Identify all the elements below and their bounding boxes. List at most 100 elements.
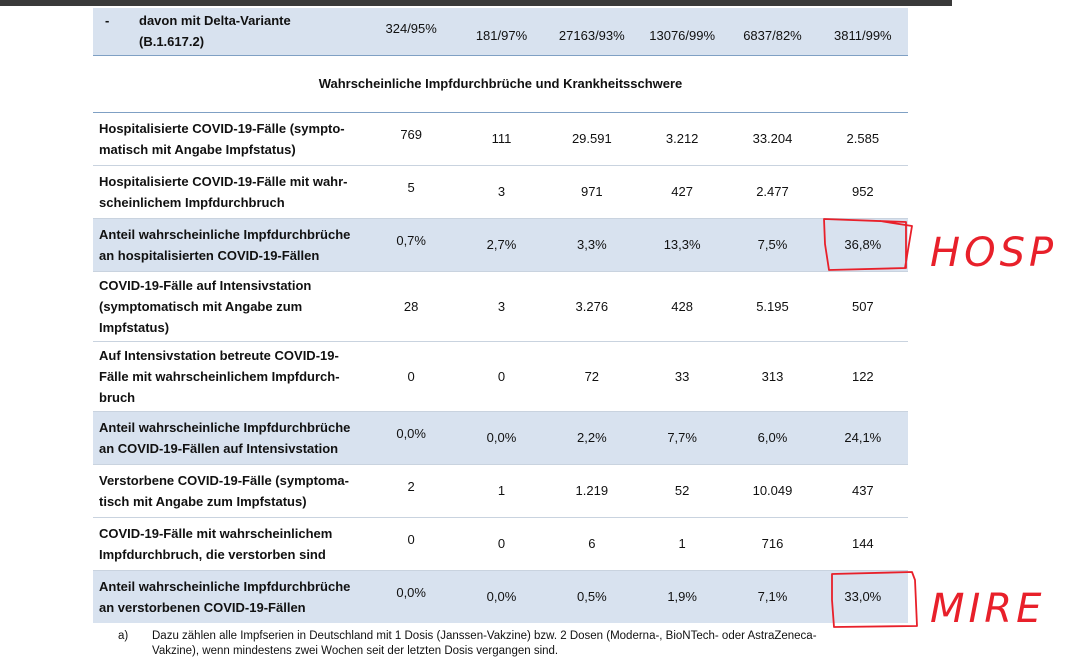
hosp-handwriting-text: HOSP xyxy=(930,230,1057,276)
cell-value: 33 xyxy=(636,340,728,411)
cell-value: 0,0% xyxy=(366,410,457,464)
vaccine-breakthrough-table: - davon mit Delta-Variante (B.1.617.2) 32… xyxy=(93,8,908,623)
cell-value: 24,1% xyxy=(817,410,908,464)
row-label: COVID-19-Fälle mit wahrscheinlichem Impfd… xyxy=(93,516,366,570)
cell-value: 5 xyxy=(366,164,457,218)
row-label: Anteil wahrscheinliche Impfdurchbrüche an… xyxy=(93,217,366,271)
cell-value: 111 xyxy=(456,111,547,165)
row-label: Anteil wahrscheinliche Impfdurchbrüche an… xyxy=(93,569,366,623)
row-label: Anteil wahrscheinliche Impfdurchbrüche an… xyxy=(93,410,366,464)
footnote-line-2: Vakzine), wenn mindestens zwei Wochen se… xyxy=(152,645,559,657)
row-label-line: Impfstatus) xyxy=(99,319,170,335)
row-label-line: an COVID-19-Fällen auf Intensivstation xyxy=(99,440,339,456)
cell-value: 13,3% xyxy=(636,217,728,271)
cell-value: 1.219 xyxy=(546,463,637,517)
row-label-line: matisch mit Angabe Impfstatus) xyxy=(99,141,296,157)
cell-value: 29.591 xyxy=(546,111,637,165)
section-title: Wahrscheinliche Impfdurchbrüche und Kran… xyxy=(93,54,908,113)
row-label-line: Anteil wahrscheinliche Impfdurchbrüche xyxy=(99,419,351,435)
row-label-line: an hospitalisierten COVID-19-Fällen xyxy=(99,247,320,263)
row-label: Verstorbene COVID-19-Fälle (symptoma-tis… xyxy=(93,463,366,517)
row-label: Hospitalisierte COVID-19-Fälle (sympto-m… xyxy=(93,111,366,165)
row-label-line: Hospitalisierte COVID-19-Fälle (sympto- xyxy=(99,120,345,136)
cell-value: 716 xyxy=(727,516,818,570)
row-label-line: bruch xyxy=(99,389,136,405)
cell-value: 437 xyxy=(817,463,908,517)
cell-value: 122 xyxy=(817,340,908,411)
cell-value: 0,0% xyxy=(366,569,457,623)
row-label: COVID-19-Fälle auf Intensivstation (sympt… xyxy=(93,270,366,341)
cell-value: 0 xyxy=(366,516,457,570)
row-label: Hospitalisierte COVID-19-Fälle mit wahr-… xyxy=(93,164,366,218)
row-label-line: Verstorbene COVID-19-Fälle (symptoma- xyxy=(99,472,349,488)
cell-value: 2,7% xyxy=(456,217,547,271)
cell-value: 3 xyxy=(456,270,547,341)
cell-value: 0,0% xyxy=(456,569,547,623)
cell-value: 0,0% xyxy=(456,410,547,464)
cell-value: 7,1% xyxy=(727,569,818,623)
delta-value-4: 13076/99% xyxy=(636,8,728,55)
table-row: Hospitalisierte COVID-19-Fälle mit wahr-… xyxy=(93,164,908,218)
cell-value: 2.477 xyxy=(727,164,818,218)
delta-value-1: 324/95% xyxy=(366,8,457,55)
cell-value: 313 xyxy=(727,340,818,411)
hosp-handwriting: HOSP xyxy=(930,230,1057,276)
row-label-line: Fälle mit wahrscheinlichem Impfdurch- xyxy=(99,368,340,384)
window-top-bar xyxy=(0,0,952,6)
vaccine-breakthrough-table-container: - davon mit Delta-Variante (B.1.617.2) 32… xyxy=(93,8,908,623)
row-label-line: tisch mit Angabe zum Impfstatus) xyxy=(99,493,307,509)
row-label-line: an verstorbenen COVID-19-Fällen xyxy=(99,599,306,615)
table-row: COVID-19-Fälle auf Intensivstation (sympt… xyxy=(93,270,908,341)
row-label-line: Hospitalisierte COVID-19-Fälle mit wahr- xyxy=(99,173,348,189)
cell-value: 3 xyxy=(456,164,547,218)
delta-value-6: 3811/99% xyxy=(817,8,908,55)
delta-variant-label: - davon mit Delta-Variante (B.1.617.2) xyxy=(93,8,366,55)
mire-highlight-box xyxy=(831,571,918,628)
delta-value-5: 6837/82% xyxy=(727,8,818,55)
cell-value: 428 xyxy=(636,270,728,341)
cell-value: 1 xyxy=(636,516,728,570)
table-row: Auf Intensivstation betreute COVID-19- Fä… xyxy=(93,340,908,411)
cell-value: 6,0% xyxy=(727,410,818,464)
row-label-line: Anteil wahrscheinliche Impfdurchbrüche xyxy=(99,578,351,594)
cell-value: 7,7% xyxy=(636,410,728,464)
cell-value: 6 xyxy=(546,516,637,570)
cell-value: 7,5% xyxy=(727,217,818,271)
table-row: COVID-19-Fälle mit wahrscheinlichem Impfd… xyxy=(93,516,908,570)
cell-value: 971 xyxy=(546,164,637,218)
cell-value: 10.049 xyxy=(727,463,818,517)
cell-value: 3.276 xyxy=(546,270,637,341)
cell-value: 2.585 xyxy=(817,111,908,165)
table-row: Anteil wahrscheinliche Impfdurchbrüche an… xyxy=(93,569,908,623)
table-row: Hospitalisierte COVID-19-Fälle (sympto-m… xyxy=(93,111,908,165)
delta-label-line1: davon mit Delta-Variante xyxy=(139,13,291,29)
row-label-line: COVID-19-Fälle auf Intensivstation xyxy=(99,277,312,293)
section-header-row: Wahrscheinliche Impfdurchbrüche und Kran… xyxy=(93,54,908,113)
row-label: Auf Intensivstation betreute COVID-19- Fä… xyxy=(93,340,366,411)
cell-value: 2,2% xyxy=(546,410,637,464)
cell-value: 72 xyxy=(546,340,637,411)
delta-value-3: 27163/93% xyxy=(546,8,637,55)
footnote-line-1: Dazu zählen alle Impfserien in Deutschla… xyxy=(152,630,817,642)
cell-value: 144 xyxy=(817,516,908,570)
cell-value: 507 xyxy=(817,270,908,341)
mire-handwriting-text: MIRE xyxy=(930,586,1045,632)
row-label-line: Anteil wahrscheinliche Impfdurchbrüche xyxy=(99,226,351,242)
cell-value: 0,5% xyxy=(546,569,637,623)
cell-value: 52 xyxy=(636,463,728,517)
cell-value: 5.195 xyxy=(727,270,818,341)
delta-label-line2: (B.1.617.2) xyxy=(139,34,205,50)
cell-value: 2 xyxy=(366,463,457,517)
footnote: a) Dazu zählen alle Impfserien in Deutsc… xyxy=(118,629,878,659)
table-row: Verstorbene COVID-19-Fälle (symptoma-tis… xyxy=(93,463,908,517)
cell-value: 33.204 xyxy=(727,111,818,165)
row-label-line: (symptomatisch mit Angabe zum xyxy=(99,298,303,314)
cell-value: 1 xyxy=(456,463,547,517)
cell-value: 427 xyxy=(636,164,728,218)
row-label-line: scheinlichem Impfdurchbruch xyxy=(99,194,285,210)
row-label-line: Auf Intensivstation betreute COVID-19- xyxy=(99,347,339,363)
table-row: Anteil wahrscheinliche Impfdurchbrüche an… xyxy=(93,410,908,464)
cell-value: 0 xyxy=(456,340,547,411)
delta-variant-row: - davon mit Delta-Variante (B.1.617.2) 32… xyxy=(93,8,908,55)
list-dash: - xyxy=(105,13,110,29)
